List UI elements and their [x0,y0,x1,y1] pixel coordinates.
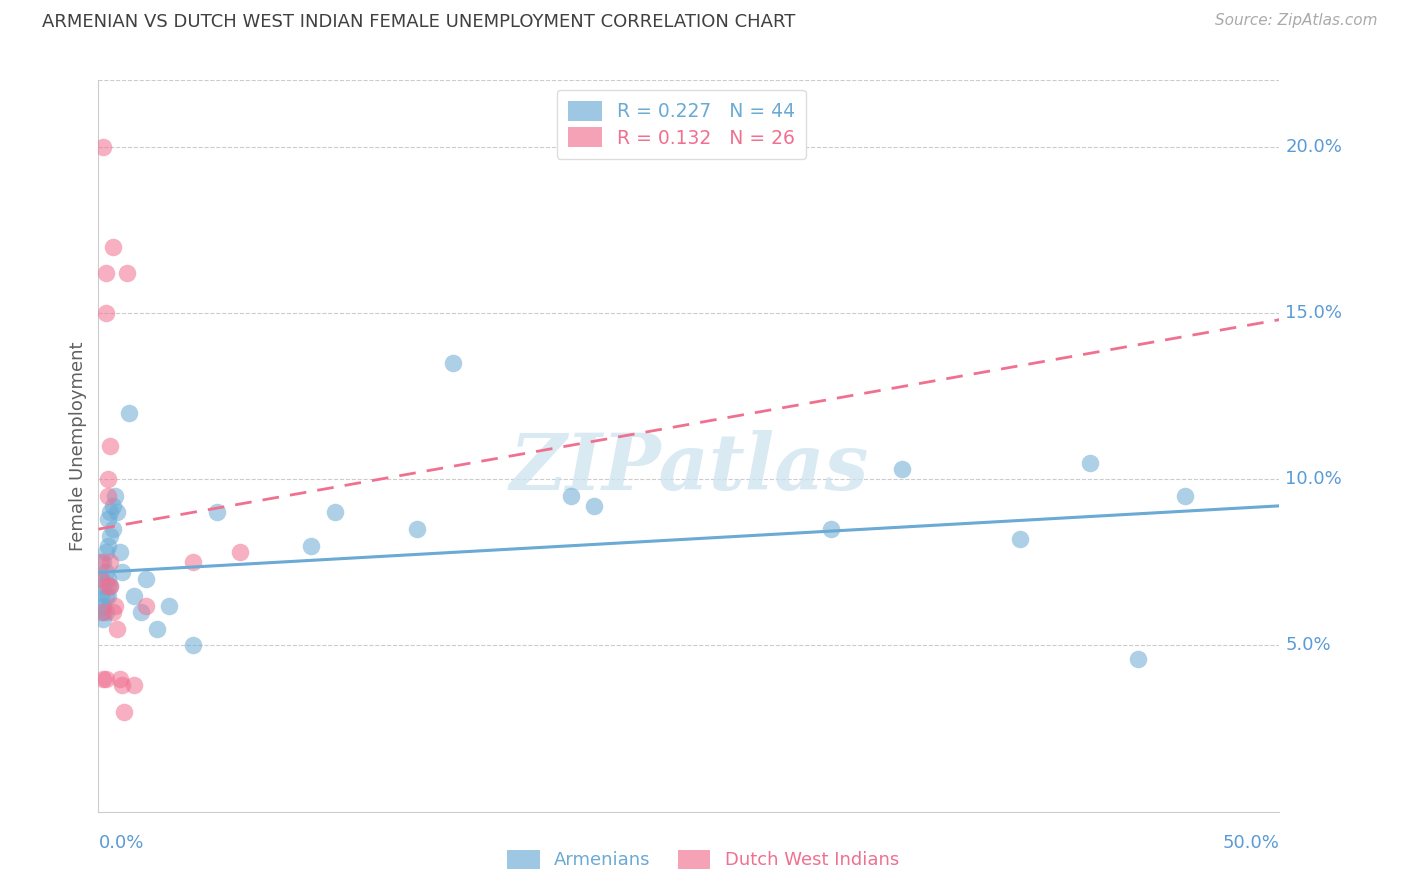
Point [122,678,145,692]
Point [820,522,842,536]
Point [299,539,322,553]
Point [98,579,121,593]
Point [101,499,124,513]
Point [90,605,112,619]
Point [94,545,117,559]
Point [91,140,114,154]
Point [98,439,121,453]
Text: 5.0%: 5.0% [1285,637,1331,655]
Point [91,605,114,619]
Point [108,672,131,686]
Point [94,266,117,280]
Point [90,555,112,569]
Point [97,512,120,526]
Point [560,489,582,503]
Point [97,472,120,486]
Point [135,572,157,586]
Point [1174,489,1197,503]
Point [98,579,121,593]
Point [97,589,120,603]
Point [406,522,429,536]
Point [97,572,120,586]
Point [1008,532,1031,546]
Point [98,529,121,543]
Point [122,589,145,603]
Point [1080,456,1102,470]
Point [94,672,117,686]
Point [90,589,112,603]
Point [91,599,114,613]
Point [91,672,114,686]
Point [101,522,124,536]
Point [112,705,135,719]
Point [91,612,114,626]
Point [97,539,120,553]
Point [583,499,606,513]
Point [94,566,117,580]
Text: Source: ZipAtlas.com: Source: ZipAtlas.com [1215,13,1378,29]
Point [181,639,204,653]
Point [101,605,124,619]
Text: 0.0%: 0.0% [98,834,143,852]
Point [94,306,117,320]
Legend: Armenians, Dutch West Indians: Armenians, Dutch West Indians [498,841,908,879]
Point [111,566,134,580]
Point [115,266,138,280]
Point [90,572,112,586]
Point [108,545,131,559]
Point [1126,652,1149,666]
Point [111,678,134,692]
Point [91,555,114,569]
Point [104,489,127,503]
Point [323,506,346,520]
Point [97,489,120,503]
Text: ZIPatlas: ZIPatlas [509,430,869,506]
Text: 50.0%: 50.0% [1223,834,1279,852]
Point [157,599,180,613]
Point [104,599,127,613]
Y-axis label: Female Unemployment: Female Unemployment [69,342,87,550]
Point [94,605,117,619]
Point [105,622,128,636]
Text: 10.0%: 10.0% [1285,470,1343,488]
Point [129,605,152,619]
Point [98,555,121,569]
Point [91,579,114,593]
Point [105,506,128,520]
Point [94,589,117,603]
Point [441,356,464,370]
Text: 15.0%: 15.0% [1285,304,1343,322]
Point [146,622,169,636]
Point [118,406,141,420]
Point [98,506,121,520]
Point [181,555,204,569]
Legend: R = 0.227   N = 44, R = 0.132   N = 26: R = 0.227 N = 44, R = 0.132 N = 26 [557,90,806,159]
Point [101,239,124,253]
Point [890,462,912,476]
Point [135,599,157,613]
Point [97,579,120,593]
Point [205,506,228,520]
Point [90,572,112,586]
Text: ARMENIAN VS DUTCH WEST INDIAN FEMALE UNEMPLOYMENT CORRELATION CHART: ARMENIAN VS DUTCH WEST INDIAN FEMALE UNE… [42,13,796,31]
Point [229,545,252,559]
Text: 20.0%: 20.0% [1285,137,1343,156]
